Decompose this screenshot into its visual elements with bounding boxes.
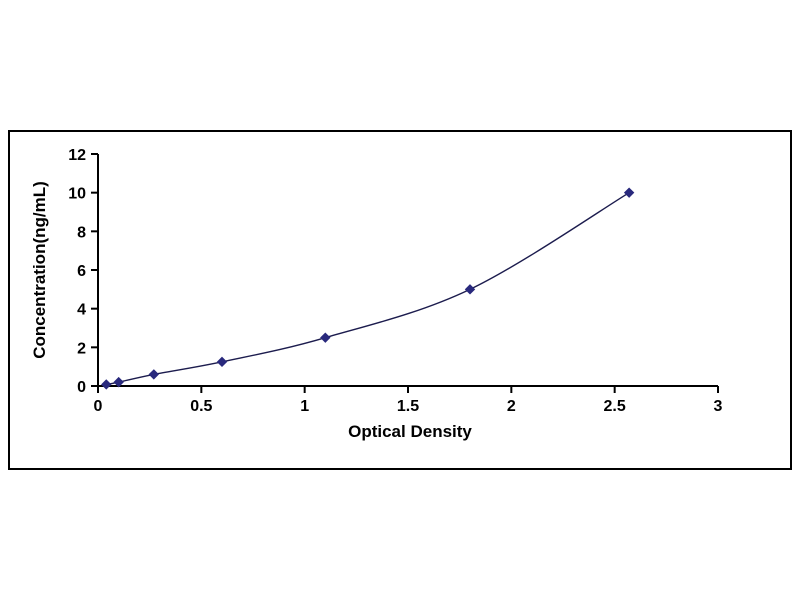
y-tick-label: 0 bbox=[77, 379, 86, 396]
x-tick-label: 2 bbox=[507, 398, 516, 415]
x-tick-label: 0.5 bbox=[190, 398, 212, 415]
curve-line bbox=[106, 192, 630, 386]
x-tick-label: 1 bbox=[300, 398, 309, 415]
data-point-marker bbox=[113, 376, 124, 388]
x-tick-label: 1.5 bbox=[397, 398, 419, 415]
data-point-marker bbox=[623, 187, 635, 198]
standard-curve-chart: 0 0.5 1 1.5 2 2.5 3 0 2 4 6 8 10 12 bbox=[68, 147, 723, 415]
x-tick-label: 3 bbox=[714, 398, 723, 415]
y-tick-label: 8 bbox=[77, 224, 86, 241]
x-axis-title: Optical Density bbox=[348, 422, 472, 441]
y-tick-label: 10 bbox=[68, 186, 86, 203]
x-tick-label: 2.5 bbox=[604, 398, 626, 415]
data-point-marker bbox=[148, 369, 160, 380]
data-point-marker bbox=[216, 356, 228, 368]
y-axis-title: Concentration(ng/mL) bbox=[30, 181, 49, 359]
y-tick-label: 2 bbox=[77, 340, 86, 357]
y-tick-label: 4 bbox=[77, 302, 86, 319]
data-point-marker bbox=[101, 379, 112, 390]
data-point-marker bbox=[320, 332, 331, 343]
data-point-marker bbox=[464, 284, 476, 295]
y-tick-label: 6 bbox=[77, 263, 86, 280]
x-tick-label: 0 bbox=[94, 398, 103, 415]
y-tick-label: 12 bbox=[68, 147, 86, 164]
chart-frame: 0 0.5 1 1.5 2 2.5 3 0 2 4 6 8 10 12 Optical Density C… bbox=[8, 130, 792, 470]
